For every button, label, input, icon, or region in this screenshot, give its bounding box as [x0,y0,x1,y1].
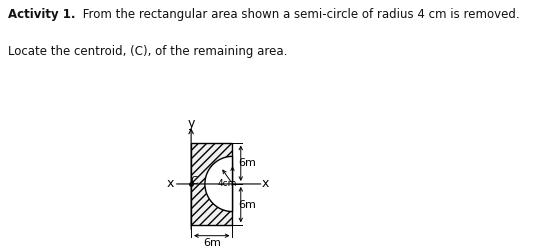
Text: Locate the centroid, (C), of the remaining area.: Locate the centroid, (C), of the remaini… [8,45,287,58]
Text: y: y [187,117,195,130]
Polygon shape [205,156,233,211]
Text: 6m: 6m [239,200,256,210]
Text: C: C [190,176,198,186]
Text: From the rectangular area shown a semi-circle of radius 4 cm is removed.: From the rectangular area shown a semi-c… [79,8,520,21]
Text: x: x [262,177,269,191]
Text: 6m: 6m [239,158,256,168]
Text: x: x [167,177,174,191]
Text: Activity 1.: Activity 1. [8,8,76,21]
Text: 6m: 6m [203,238,221,247]
Text: 4cm: 4cm [217,179,237,188]
Bar [191,143,233,225]
